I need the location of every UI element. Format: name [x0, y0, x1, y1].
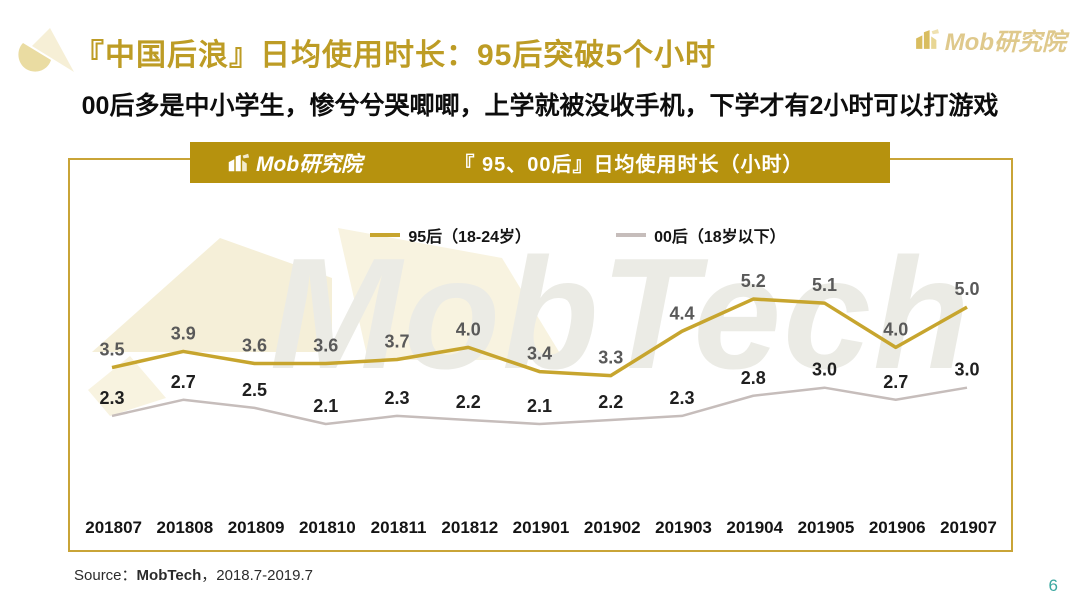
legend-swatch-00-icon [616, 233, 647, 237]
chart-legend: 95后（18-24岁） 00后（18岁以下） [145, 223, 1011, 247]
data-label: 3.3 [598, 348, 623, 368]
data-label: 3.6 [242, 336, 267, 356]
data-label: 2.7 [883, 372, 908, 392]
x-axis-label: 201905 [797, 518, 855, 537]
x-axis-label: 201808 [156, 518, 214, 537]
x-axis-label: 201903 [655, 518, 712, 537]
source-range: ，2018.7-2019.7 [201, 567, 314, 584]
data-label: 3.4 [527, 344, 552, 364]
subtitle: 00后多是中小学生，惨兮兮哭唧唧，上学就被没收手机，下学才有2小时可以打游戏 [81, 92, 999, 120]
x-axis-label: 201904 [726, 518, 784, 537]
data-label: 5.1 [812, 275, 837, 295]
data-label: 2.8 [741, 368, 766, 388]
brand-logo: Mob研究院 [913, 22, 1066, 57]
data-label: 3.5 [99, 340, 124, 360]
x-axis-label: 201807 [85, 518, 142, 537]
chart-header-logo: Mob研究院 [226, 148, 394, 178]
x-axis-label: 201902 [583, 518, 641, 537]
data-label: 4.0 [883, 319, 908, 339]
title-ornament-icon [18, 28, 74, 72]
building-icon [228, 153, 250, 171]
source-note: Source：MobTech，2018.7-2019.7 [74, 564, 313, 585]
source-brand: MobTech [136, 567, 202, 584]
data-label: 5.2 [741, 271, 766, 291]
data-label: 2.3 [99, 388, 124, 408]
series-line-1 [111, 386, 968, 426]
data-label: 4.4 [669, 303, 694, 323]
chart-title: 『 95、00后』日均使用时长（小时） [454, 154, 804, 176]
data-label: 3.9 [171, 323, 196, 343]
x-axis-label: 201901 [512, 518, 570, 537]
data-label: 2.2 [456, 392, 481, 412]
data-label: 2.7 [171, 372, 196, 392]
data-label: 2.1 [313, 396, 338, 416]
line-chart: 2.3 2.7 2.5 2.1 2.3 2.2 2.1 2.2 2.3 2.8 3.0 2.7 3.0 3… [99, 271, 980, 426]
legend-label-95: 95后（18-24岁） [408, 229, 532, 246]
x-axis-labels: 201807 201808 201809 201810 201811 201812 2019… [78, 518, 1004, 538]
data-label: 4.0 [456, 319, 481, 339]
data-label: 2.3 [384, 388, 409, 408]
chart-card: MobTech Mob研究院 『 95、00后』日均使用时长（小时） 95后（1… [68, 142, 1013, 552]
legend-swatch-95-icon [370, 233, 401, 237]
series-line-0 [111, 297, 968, 378]
data-label: 2.2 [598, 392, 623, 412]
x-axis-label: 201809 [227, 518, 285, 537]
brand-name: Mob研究院 [944, 29, 1066, 56]
chart-header-logo-text: Mob研究院 [256, 152, 363, 176]
x-axis-label: 201906 [868, 518, 926, 537]
data-label: 3.0 [954, 360, 979, 380]
page-title: 『中国后浪』日均使用时长：95后突破5个小时 [74, 39, 717, 72]
data-label: 2.3 [669, 388, 694, 408]
data-label: 2.1 [527, 396, 552, 416]
data-label: 2.5 [242, 380, 267, 400]
data-label: 3.7 [384, 331, 409, 351]
legend-item-95: 95后（18-24岁） [370, 223, 531, 247]
x-axis-label: 201812 [441, 518, 499, 537]
page-number: 6 [1048, 576, 1058, 595]
x-axis-label: 201811 [370, 518, 427, 537]
data-label: 3.0 [812, 360, 837, 380]
x-axis-label: 201810 [298, 518, 356, 537]
source-prefix: Source： [74, 567, 137, 584]
data-label: 5.0 [954, 279, 979, 299]
building-icon [915, 29, 939, 49]
data-label: 3.6 [313, 336, 338, 356]
legend-item-00: 00后（18岁以下） [616, 223, 786, 247]
x-axis-label: 201907 [940, 518, 997, 537]
legend-label-00: 00后（18岁以下） [654, 229, 786, 246]
chart-header-bar: Mob研究院 『 95、00后』日均使用时长（小时） [190, 142, 890, 183]
